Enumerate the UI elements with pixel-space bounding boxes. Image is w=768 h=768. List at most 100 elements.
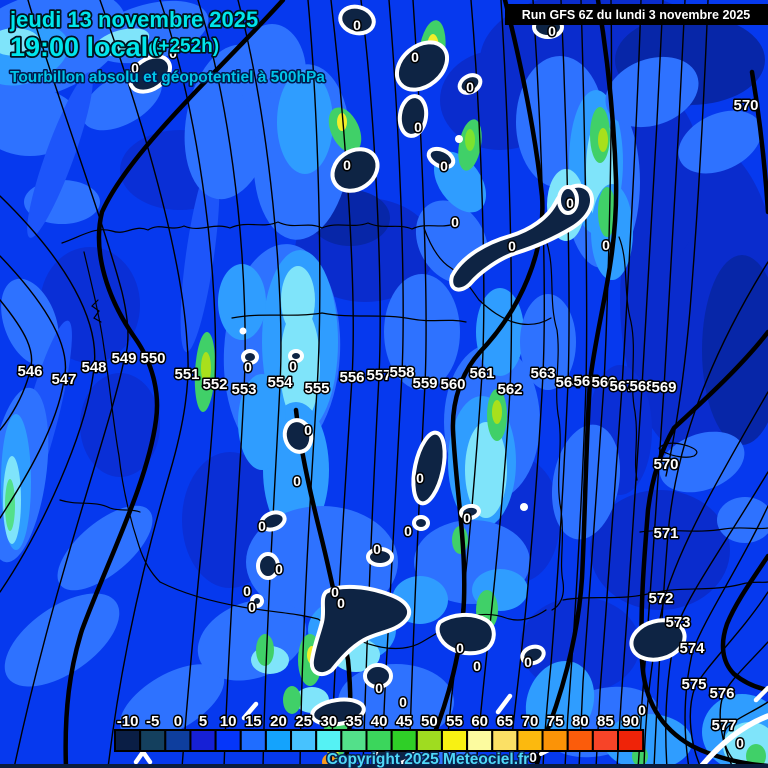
zero-label: 0 xyxy=(373,541,381,557)
contour-label-562: 562 xyxy=(497,381,522,398)
colorbar-cell xyxy=(315,729,343,752)
colorbar-value-label: 90 xyxy=(622,713,639,730)
zero-label: 0 xyxy=(566,195,574,211)
colorbar-value-label: 65 xyxy=(496,713,513,730)
colorbar-cell xyxy=(566,729,594,752)
contour-label-577: 577 xyxy=(711,717,736,734)
colorbar-cell xyxy=(189,729,217,752)
colorbar-cell xyxy=(516,729,544,752)
colorbar-cell xyxy=(139,729,167,752)
colorbar-value-label: 50 xyxy=(421,713,438,730)
colorbar-value-label: 30 xyxy=(320,713,337,730)
zero-label: 0 xyxy=(289,358,297,374)
header: jeudi 13 novembre 2025 19:00 locale (+25… xyxy=(7,5,326,87)
contour-label-574: 574 xyxy=(679,640,705,657)
zero-label: 0 xyxy=(473,658,481,674)
vortex-blobs xyxy=(128,4,687,767)
contour-label-558: 558 xyxy=(389,364,414,381)
colorbar-value-label: 10 xyxy=(220,713,237,730)
contour-label-559: 559 xyxy=(412,375,437,392)
colorbar-cell xyxy=(340,729,368,752)
zero-label: 0 xyxy=(548,23,556,39)
country-borders xyxy=(59,221,768,650)
contour-label-551: 551 xyxy=(174,366,199,383)
zero-label: 0 xyxy=(416,470,424,486)
zero-label: 0 xyxy=(451,214,459,230)
zero-label: 0 xyxy=(399,694,407,710)
contour-label-550: 550 xyxy=(140,350,165,367)
colorbar-value-label: 75 xyxy=(547,713,564,730)
colorbar-cell xyxy=(541,729,569,752)
colorbar-cell xyxy=(440,729,469,752)
colorbar-value-label: 40 xyxy=(371,713,388,730)
zero-label: 0 xyxy=(411,49,419,65)
zero-label: 0 xyxy=(169,45,177,61)
colorbar-value-label: 15 xyxy=(245,713,262,730)
contour-label-553: 553 xyxy=(231,381,256,398)
contour-label-568: 568 xyxy=(629,378,654,395)
colorbar-value-label: 35 xyxy=(346,713,363,730)
colorbar-value-label: 20 xyxy=(270,713,287,730)
copyright-label: Copyright 2025 Meteociel.fr xyxy=(327,751,529,768)
zero-label: 0 xyxy=(353,17,361,33)
contour-label-566: 566 xyxy=(591,374,616,391)
zero-label: 0 xyxy=(375,680,383,696)
colorbar xyxy=(114,729,645,752)
colorbar-cell xyxy=(617,729,645,752)
contour-label-570: 570 xyxy=(733,97,758,114)
zero-label: 0 xyxy=(508,238,516,254)
contour-label-572: 572 xyxy=(648,590,673,607)
contour-label-570: 570 xyxy=(653,456,678,473)
zero-label: 0 xyxy=(529,749,537,765)
contour-label-576: 576 xyxy=(709,685,734,702)
zero-label: 0 xyxy=(524,654,532,670)
run-info-label: Run GFS 6Z du lundi 3 novembre 2025 xyxy=(522,8,751,22)
contour-label-565: 565 xyxy=(573,373,598,390)
colorbar-value-label: 55 xyxy=(446,713,463,730)
colorbar-value-label: -10 xyxy=(117,713,139,730)
contour-label-567: 567 xyxy=(609,378,634,395)
zero-label: 0 xyxy=(736,735,744,751)
contour-label-549: 549 xyxy=(111,350,136,367)
zero-label: 0 xyxy=(463,510,471,526)
contour-label-547: 547 xyxy=(51,371,76,388)
colorbar-value-label: 5 xyxy=(199,713,207,730)
zero-label: 0 xyxy=(244,359,252,375)
map-subtitle: Tourbillon absolu et géopotentiel à 500h… xyxy=(10,69,325,86)
colorbar-value-label: 45 xyxy=(396,713,413,730)
colorbar-value-labels: -10 -5 0 5 10 15 20 25 30 35 40 45 50 55 60 65 70 75 80 85 9… xyxy=(115,712,640,732)
contour-label-569: 569 xyxy=(651,379,676,396)
colorbar-value-label: 85 xyxy=(597,713,614,730)
zero-label: 0 xyxy=(466,79,474,95)
zero-label: 0 xyxy=(258,518,266,534)
colorbar-cell xyxy=(114,729,142,752)
colorbar-cell xyxy=(290,729,318,752)
contour-label-552: 552 xyxy=(202,376,227,393)
contour-label-546: 546 xyxy=(17,363,42,380)
contour-label-563: 563 xyxy=(530,365,555,382)
colorbar-value-label: 0 xyxy=(174,713,182,730)
colorbar-value-label: 80 xyxy=(572,713,589,730)
colorbar-value-label: 25 xyxy=(295,713,312,730)
zero-label: 0 xyxy=(343,157,351,173)
zero-label: 0 xyxy=(331,584,339,600)
colorbar-cell xyxy=(466,729,494,752)
contour-label-561: 561 xyxy=(469,365,494,382)
zero-label: 0 xyxy=(293,473,301,489)
zero-label: 0 xyxy=(275,561,283,577)
date-label: jeudi 13 novembre 2025 xyxy=(9,7,258,32)
zero-label: 0 xyxy=(131,60,139,76)
colorbar-cell xyxy=(591,729,619,752)
zero-label: 0 xyxy=(638,702,646,718)
contour-label-554: 554 xyxy=(267,374,293,391)
zero-label: 0 xyxy=(440,158,448,174)
bottom-strip xyxy=(0,764,768,768)
colorbar-cell xyxy=(264,729,293,752)
colorbar-cell xyxy=(214,729,242,752)
run-info-box: Run GFS 6Z du lundi 3 novembre 2025 xyxy=(505,4,768,25)
run-info-background xyxy=(505,4,768,25)
